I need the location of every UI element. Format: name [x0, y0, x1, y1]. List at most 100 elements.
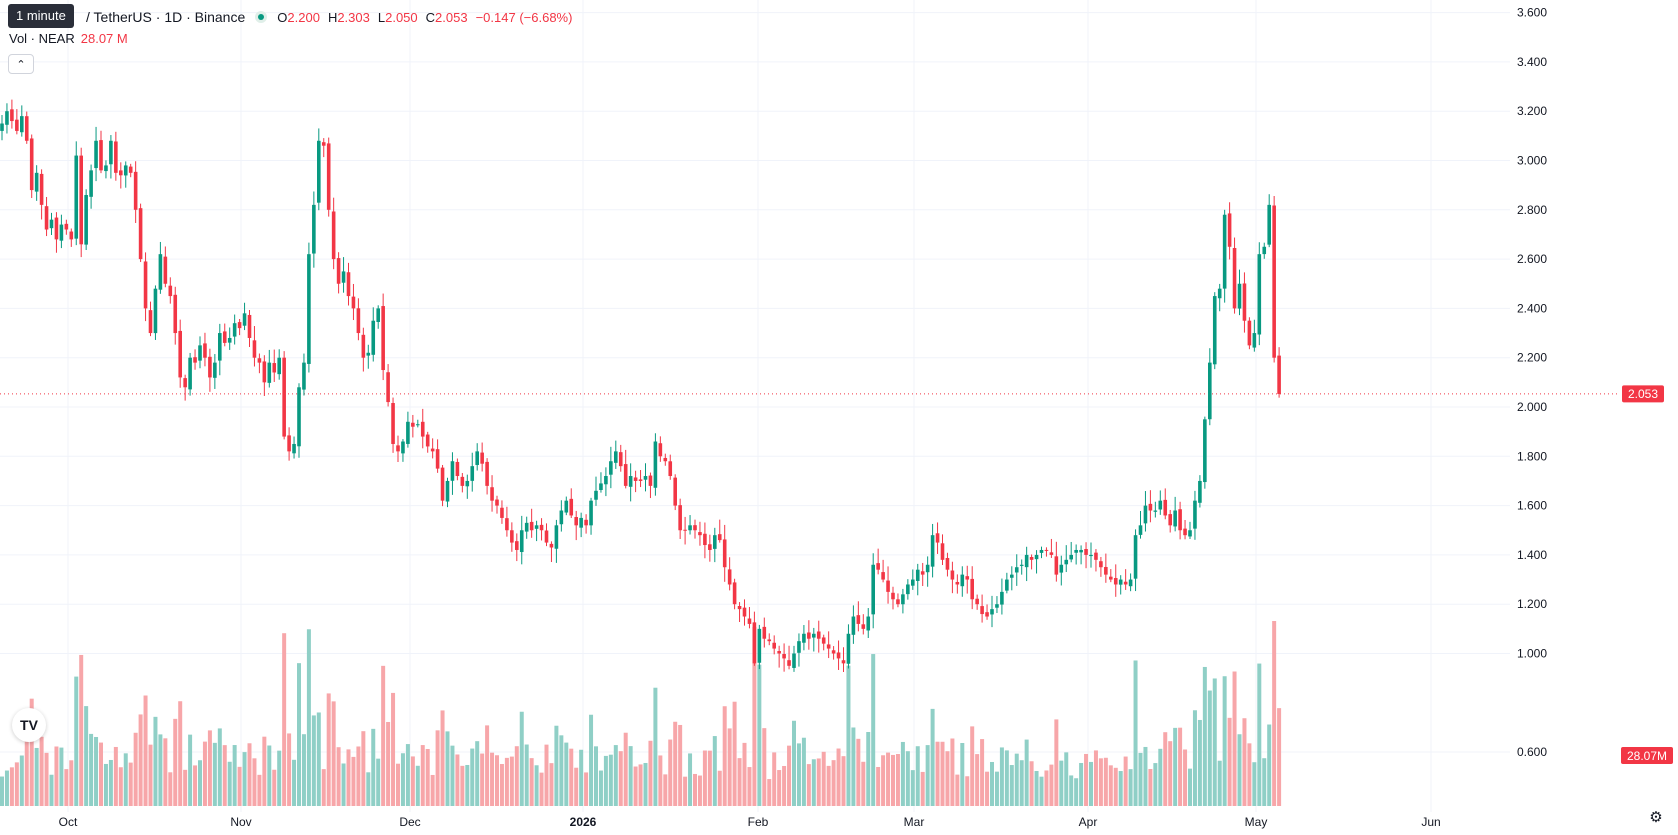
candle: [69, 231, 74, 240]
volume-bar: [1098, 758, 1103, 806]
candle: [326, 143, 331, 210]
volume-bar: [59, 747, 64, 806]
close-value: C2.053: [425, 9, 468, 25]
candle: [1128, 579, 1133, 587]
candle: [653, 441, 658, 488]
volume-bar: [925, 745, 930, 806]
collapse-legend-button[interactable]: ⌃: [8, 54, 34, 74]
volume-bar: [920, 771, 925, 806]
volume-bar: [1277, 708, 1282, 806]
candle: [678, 505, 682, 531]
candle: [618, 452, 623, 467]
volume-bar: [292, 759, 297, 806]
candle: [1104, 566, 1108, 575]
volume-bar: [1019, 760, 1024, 806]
candle: [227, 337, 232, 343]
volume-bar: [1079, 762, 1084, 806]
volume-bar: [306, 629, 311, 806]
candle: [356, 308, 361, 334]
candle: [1247, 320, 1252, 346]
candle: [1019, 564, 1024, 566]
volume-bar: [89, 733, 94, 806]
candle: [411, 422, 415, 427]
volume-bar: [945, 751, 950, 806]
volume-bar: [1143, 746, 1148, 806]
volume-bar: [232, 745, 237, 806]
candle: [906, 584, 910, 595]
candle: [341, 271, 346, 283]
candle: [455, 461, 460, 477]
volume-bar: [410, 756, 415, 806]
symbol-title[interactable]: / TetherUS · 1D · Binance: [86, 9, 246, 25]
candle: [213, 362, 217, 378]
volume-bar: [79, 654, 84, 806]
volume-bar: [1158, 748, 1163, 806]
candle: [465, 480, 470, 487]
volume-bar: [871, 654, 876, 806]
volume-bar: [1247, 743, 1252, 806]
candle: [252, 340, 257, 358]
tradingview-logo-icon[interactable]: TV: [12, 708, 46, 742]
candle: [158, 254, 163, 290]
volume-bar: [1222, 676, 1227, 806]
volume-bar: [693, 773, 697, 806]
x-tick-label: Apr: [1079, 815, 1098, 829]
candle: [866, 616, 871, 631]
volume-bar: [34, 747, 39, 806]
volume-bar: [861, 761, 866, 806]
candle: [1113, 578, 1118, 585]
volume-bar: [697, 775, 702, 806]
volume-bar: [866, 731, 871, 806]
volume-bar: [900, 741, 905, 806]
candle: [1183, 528, 1187, 536]
candle: [74, 155, 79, 239]
candle: [222, 331, 227, 343]
candle: [138, 208, 143, 260]
volume-bar: [633, 766, 638, 806]
market-status-icon[interactable]: [255, 11, 268, 23]
candle: [20, 116, 24, 133]
volume-bar: [1004, 750, 1009, 806]
x-tick-label: Dec: [399, 815, 420, 829]
volume-bar: [603, 755, 608, 806]
candle: [609, 461, 613, 475]
volume-bar: [1093, 750, 1098, 806]
volume-bar: [455, 754, 460, 806]
volume-bar: [1153, 763, 1158, 806]
svg-text:2.053: 2.053: [1628, 387, 1658, 401]
candle: [693, 525, 697, 531]
volume-bar: [19, 755, 24, 806]
candle: [985, 612, 989, 617]
volume-bar: [504, 757, 509, 806]
volume-bar: [1192, 710, 1197, 806]
candlesticks: [0, 99, 1281, 673]
volume-bar: [905, 751, 910, 806]
candle: [1158, 500, 1163, 510]
volume-bar: [148, 744, 153, 806]
volume-bar: [94, 736, 99, 806]
volume-bar: [727, 728, 732, 806]
y-tick-label: 2.000: [1517, 400, 1547, 414]
volume-bar: [222, 745, 227, 806]
volume-bar: [1188, 768, 1192, 806]
candle: [1232, 248, 1237, 309]
volume-bar: [341, 763, 346, 806]
volume-bar: [544, 744, 549, 806]
candle: [29, 138, 34, 191]
chart-grid: [0, 0, 1510, 812]
candle: [747, 618, 752, 624]
volume-bar: [465, 764, 470, 806]
candle: [1054, 556, 1059, 575]
volume-bar: [287, 733, 292, 806]
gear-icon[interactable]: ⚙: [1649, 809, 1663, 826]
candle: [856, 615, 861, 624]
volume-bar: [1217, 760, 1222, 806]
y-tick-label: 3.600: [1517, 6, 1547, 20]
volume-bars: [0, 621, 1282, 806]
symbol-legend: / TetherUS · 1D · Binance O2.200 H2.303 …: [8, 6, 580, 28]
candle: [812, 633, 816, 638]
candle: [242, 313, 247, 326]
candle: [559, 510, 564, 525]
candle: [703, 533, 707, 546]
